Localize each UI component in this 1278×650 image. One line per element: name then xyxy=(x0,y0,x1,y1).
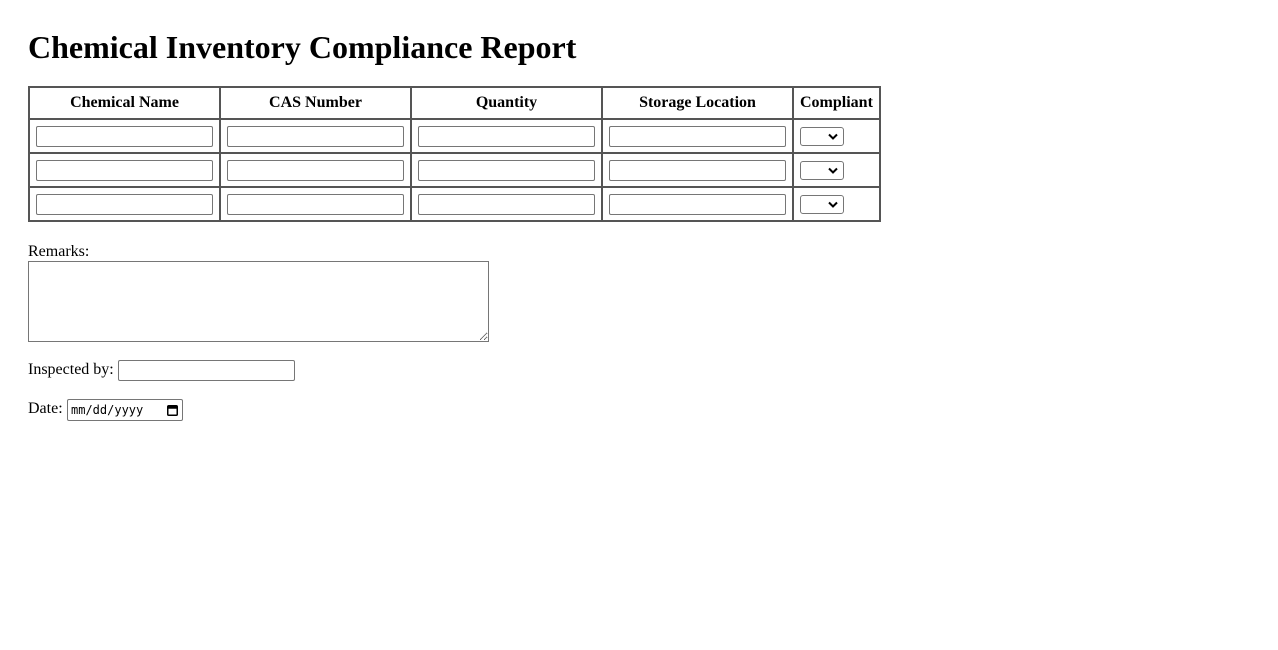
date-input[interactable]: mm/dd/yyyy xyxy=(67,399,183,421)
storage-location-input[interactable] xyxy=(609,125,786,147)
chemical-name-input[interactable] xyxy=(36,193,213,215)
cell-compliant xyxy=(792,186,881,222)
quantity-input[interactable] xyxy=(418,159,595,181)
cell-chemical-name xyxy=(28,118,221,154)
cell-compliant xyxy=(792,152,881,188)
cas-number-input[interactable] xyxy=(227,193,404,215)
header-quantity: Quantity xyxy=(410,86,603,120)
chemical-name-input[interactable] xyxy=(36,125,213,147)
inventory-table: Chemical Name CAS Number Quantity Storag… xyxy=(28,86,881,222)
chevron-down-icon xyxy=(828,167,838,174)
cas-number-input[interactable] xyxy=(227,125,404,147)
remarks-label: Remarks: xyxy=(28,243,90,260)
inspected-by-label: Inspected by: xyxy=(28,361,114,378)
compliant-select[interactable] xyxy=(800,194,844,214)
compliant-select[interactable] xyxy=(800,160,844,180)
page-title: Chemical Inventory Compliance Report xyxy=(28,29,577,65)
header-storage-location: Storage Location xyxy=(601,86,794,120)
cell-cas-number xyxy=(219,186,412,222)
chemical-name-input[interactable] xyxy=(36,159,213,181)
storage-location-input[interactable] xyxy=(609,159,786,181)
header-chemical-name: Chemical Name xyxy=(28,86,221,120)
calendar-icon[interactable] xyxy=(167,404,178,416)
cell-cas-number xyxy=(219,118,412,154)
chevron-down-icon xyxy=(828,133,838,140)
header-cas-number: CAS Number xyxy=(219,86,412,120)
chevron-down-icon xyxy=(828,201,838,208)
table-row xyxy=(28,118,881,154)
header-compliant: Compliant xyxy=(792,86,881,120)
cell-storage-location xyxy=(601,152,794,188)
cell-storage-location xyxy=(601,118,794,154)
cell-chemical-name xyxy=(28,152,221,188)
cell-cas-number xyxy=(219,152,412,188)
date-placeholder: mm/dd/yyyy xyxy=(71,403,144,417)
storage-location-input[interactable] xyxy=(609,193,786,215)
cell-chemical-name xyxy=(28,186,221,222)
cell-storage-location xyxy=(601,186,794,222)
quantity-input[interactable] xyxy=(418,193,595,215)
table-header-row: Chemical Name CAS Number Quantity Storag… xyxy=(28,86,881,120)
cell-quantity xyxy=(410,118,603,154)
cas-number-input[interactable] xyxy=(227,159,404,181)
quantity-input[interactable] xyxy=(418,125,595,147)
cell-quantity xyxy=(410,186,603,222)
cell-quantity xyxy=(410,152,603,188)
table-row xyxy=(28,152,881,188)
inspected-by-input[interactable] xyxy=(118,360,295,381)
remarks-textarea[interactable] xyxy=(28,261,489,342)
table-row xyxy=(28,186,881,222)
date-label: Date: xyxy=(28,400,63,417)
cell-compliant xyxy=(792,118,881,154)
compliant-select[interactable] xyxy=(800,126,844,146)
